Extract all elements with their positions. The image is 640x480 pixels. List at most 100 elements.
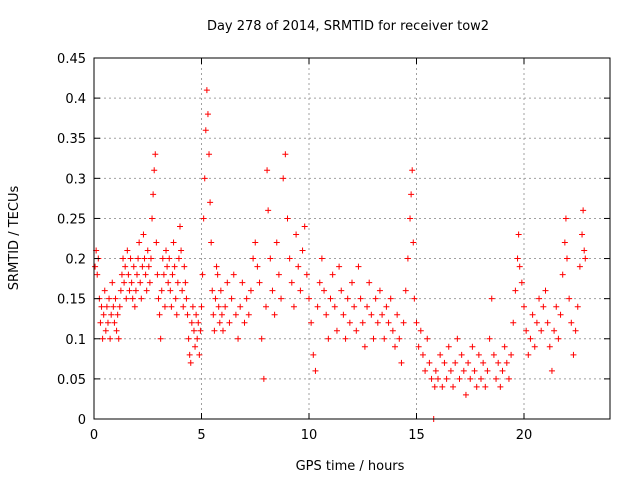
data-point [387,295,394,302]
data-point [98,303,105,310]
y-tick-label: 0.2 [65,253,86,268]
data-point [165,279,172,286]
data-point [115,335,122,342]
data-point [212,295,219,302]
data-point [203,87,210,94]
data-point [465,359,472,366]
data-point [394,311,401,318]
data-point [428,375,435,382]
data-point [473,383,480,390]
data-point [168,303,175,310]
data-point [164,263,171,270]
data-point [299,247,306,254]
data-point [182,279,189,286]
data-point [454,335,461,342]
data-point [383,303,390,310]
data-point [142,271,149,278]
data-point [135,255,142,262]
data-point [232,311,239,318]
data-point [580,207,587,214]
data-point [192,343,199,350]
data-point [426,359,433,366]
data-point [531,343,538,350]
data-point [312,367,319,374]
data-point [568,319,575,326]
data-point [201,175,208,182]
data-point [346,319,353,326]
data-point [419,351,426,358]
data-point [576,263,583,270]
data-point [396,335,403,342]
data-point [327,295,334,302]
data-point [92,263,99,270]
data-point [204,111,211,118]
data-point [250,255,257,262]
data-point [112,295,119,302]
data-point [269,287,276,294]
data-point [303,271,310,278]
data-point [344,295,351,302]
data-point [122,263,129,270]
data-point [237,303,244,310]
data-point [536,295,543,302]
data-point [439,383,446,390]
data-point [361,343,368,350]
data-point [417,327,424,334]
data-point [137,279,144,286]
chart-title: Day 278 of 2014, SRMTID for receiver tow… [207,19,489,34]
data-point [318,255,325,262]
data-point [210,311,217,318]
data-point [218,311,225,318]
data-point [518,279,525,286]
data-point [132,287,139,294]
data-point [159,255,166,262]
data-point [214,271,221,278]
data-point [131,303,138,310]
data-point [243,295,250,302]
data-point [295,263,302,270]
data-point [467,375,474,382]
data-point [216,319,223,326]
data-point [521,303,527,310]
data-point [169,271,176,278]
data-point [144,247,151,254]
data-point [220,327,226,334]
data-point [206,151,213,158]
data-point [340,311,347,318]
data-point [551,327,558,334]
data-point [508,351,515,358]
data-point [435,375,441,382]
data-point [217,287,224,294]
data-point [336,263,343,270]
data-point [106,295,113,302]
data-point [175,255,182,262]
data-point [402,287,409,294]
data-point [407,215,414,222]
data-point [254,263,261,270]
data-point [533,319,540,326]
data-point [297,287,304,294]
data-point [247,287,254,294]
data-point [368,311,375,318]
data-point [408,191,415,198]
grid-lines [94,58,610,419]
data-point [480,359,487,366]
data-point [146,279,153,286]
data-point [145,263,152,270]
data-point [275,271,282,278]
data-point [121,279,128,286]
data-point [392,343,398,350]
data-point [190,327,197,334]
data-point [431,383,438,390]
axis-ticks [93,57,610,420]
data-point [310,351,317,358]
data-point [167,287,174,294]
data-point [141,255,148,262]
data-point [136,239,143,246]
data-point [450,383,457,390]
data-point [147,255,154,262]
data-point [570,351,577,358]
data-point [529,311,536,318]
data-point [424,335,431,342]
data-point [120,255,127,262]
